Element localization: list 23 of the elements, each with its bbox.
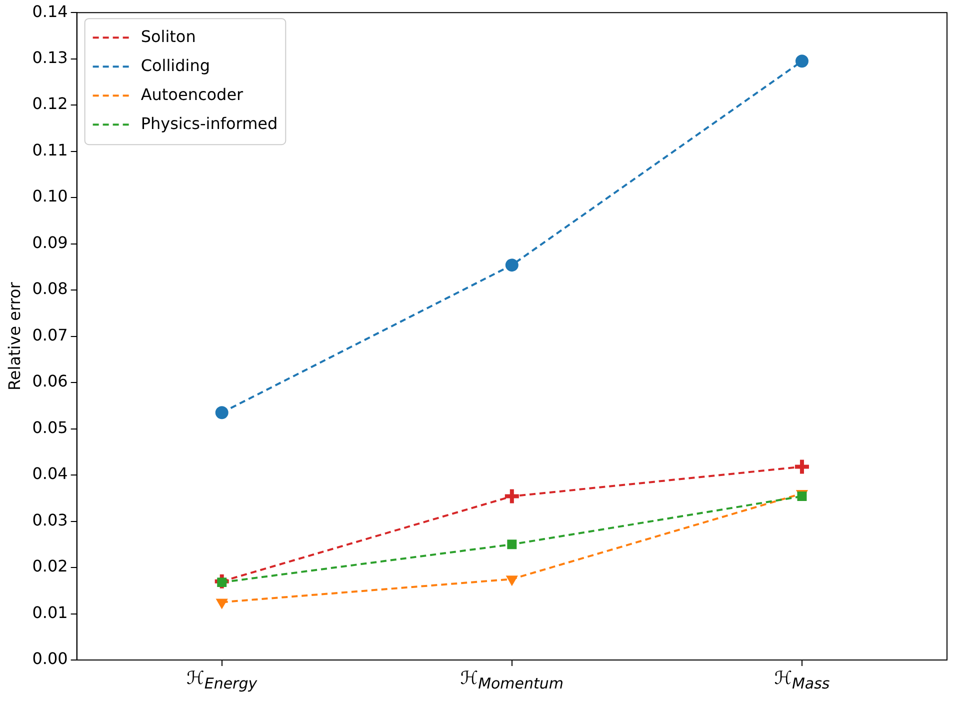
y-tick-label: 0.00 <box>32 649 68 668</box>
y-tick-label: 0.09 <box>32 232 68 252</box>
y-tick-label: 0.11 <box>32 140 68 160</box>
y-tick-label: 0.02 <box>32 556 68 576</box>
y-tick-label: 0.05 <box>32 418 68 437</box>
y-tick-label: 0.10 <box>32 186 68 206</box>
legend-label: Autoencoder <box>140 84 244 104</box>
y-tick-label: 0.07 <box>32 325 68 344</box>
y-axis-title: Relative error <box>4 282 24 390</box>
legend-label: Soliton <box>140 26 196 46</box>
legend-label: Physics-informed <box>140 114 278 133</box>
y-tick-label: 0.04 <box>32 464 68 484</box>
legend-label: Colliding <box>140 56 210 75</box>
y-tick-label: 0.12 <box>32 94 68 114</box>
x-tick-label: ℋ$_{Mass}$ <box>773 668 831 693</box>
y-tick-label: 0.13 <box>32 48 68 67</box>
x-tick-label: ℋ$_{Momentum}$ <box>459 668 565 693</box>
y-tick-label: 0.14 <box>32 2 68 21</box>
y-tick-label: 0.06 <box>32 372 68 391</box>
x-tick-label: ℋ$_{Energy}$ <box>186 668 258 693</box>
y-tick-label: 0.03 <box>32 510 68 530</box>
y-tick-label: 0.01 <box>32 602 68 622</box>
y-tick-label: 0.08 <box>32 279 68 298</box>
